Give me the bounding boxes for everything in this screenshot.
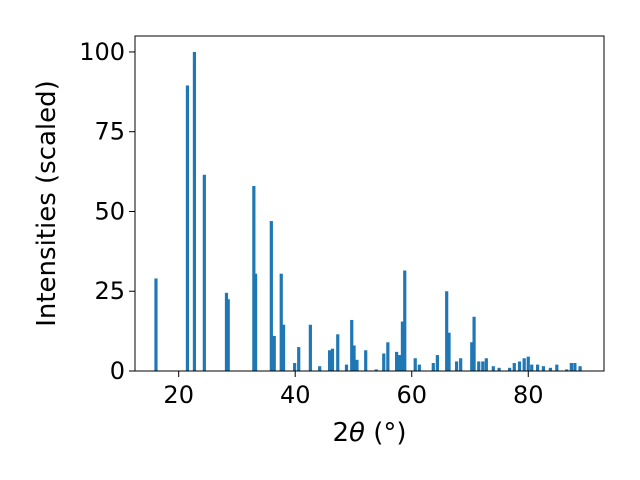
bar [154,278,158,371]
bar [386,342,390,371]
bar [459,358,463,371]
bar [224,292,229,371]
bar [491,366,495,371]
bar [565,369,569,371]
bar [455,361,459,371]
y-axis-label: Intensities (scaled) [32,80,62,327]
bar [477,361,481,371]
x-tick-label: 80 [513,381,544,409]
bar [522,358,526,371]
bar [403,270,407,371]
bar [541,366,546,371]
bar [185,85,190,371]
bar [297,347,301,371]
bar [484,358,488,371]
x-axis-label-symbol: θ [349,418,365,448]
bar [355,359,359,371]
bar [293,363,297,371]
bar [344,364,349,371]
x-tick-label: 60 [396,381,427,409]
bar [447,332,451,371]
x-axis-label-prefix: 2 [332,418,349,448]
x-tick-label: 20 [163,381,194,409]
bar [397,355,402,371]
bar [374,369,378,371]
bar [526,356,530,371]
bar [470,342,474,371]
bar [281,324,286,371]
bar [413,358,417,371]
bar [517,361,522,371]
bar [548,367,552,371]
y-tick-label: 100 [79,38,125,66]
bar-series [154,51,582,371]
bar [472,316,476,371]
bar [350,319,354,371]
bar [192,51,197,371]
x-axis-label-unit: (°) [365,418,407,448]
bar [352,345,356,371]
y-tick-label: 75 [94,118,125,146]
bar [226,299,230,371]
bar [530,364,534,371]
bar [508,367,512,371]
bar [364,350,368,371]
y-axis: 0 25 50 75 100 [79,38,135,385]
bar [382,353,386,371]
bar [252,185,256,371]
x-axis-label: 2θ (°) [332,418,406,448]
y-tick-label: 0 [110,357,125,385]
bar [578,366,582,371]
bar [318,366,322,371]
bar [569,363,573,371]
bar [308,324,312,371]
bar [497,367,501,371]
bar [254,273,258,371]
bar [481,361,485,371]
bar [445,291,449,371]
bar [202,174,206,371]
bar [512,363,516,371]
x-axis: 20 40 60 80 [163,371,544,409]
bar [327,350,332,371]
bar [279,273,283,371]
bar [336,334,340,371]
bar [394,351,399,371]
bar [435,355,439,371]
y-tick-label: 25 [94,277,125,305]
plot-area-frame [134,35,605,372]
bar [573,363,577,371]
bar [330,348,335,371]
bar [400,321,405,371]
bar [431,363,435,371]
y-tick-label: 50 [94,197,125,225]
bar [417,364,421,371]
x-tick-label: 40 [280,381,311,409]
bar [555,364,559,371]
bar [535,364,540,371]
bar [272,335,276,371]
bar [269,221,273,371]
